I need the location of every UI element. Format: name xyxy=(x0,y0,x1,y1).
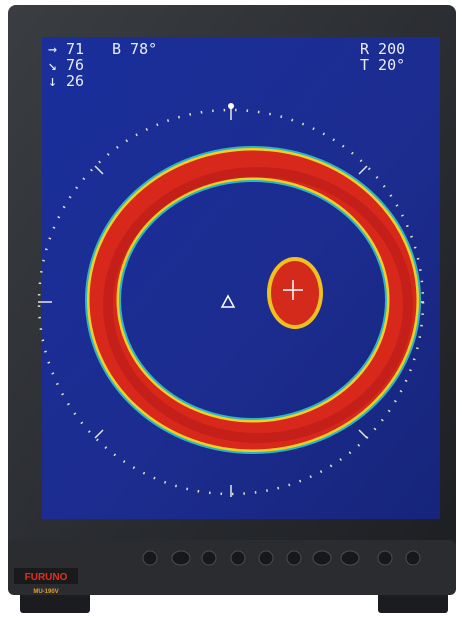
readout-icon: ↘ xyxy=(48,56,57,74)
range: R 200 xyxy=(360,40,405,58)
model: MU-190V xyxy=(33,589,58,595)
heading-marker xyxy=(228,103,234,109)
readout-value: 26 xyxy=(66,72,84,90)
own-ship xyxy=(220,294,236,308)
echo-ring-core xyxy=(103,167,413,443)
readout-value: 71 xyxy=(66,40,84,58)
readout-value: 76 xyxy=(66,56,84,74)
brand: FURUNO xyxy=(25,572,68,583)
bearing: B 78° xyxy=(112,40,157,58)
readout-icon: ↓ xyxy=(48,72,57,90)
control-panel xyxy=(8,540,456,595)
fish-school xyxy=(271,261,319,325)
buttons xyxy=(142,550,421,566)
cursor xyxy=(283,280,303,300)
logo-plate xyxy=(14,568,78,584)
readout-icon: → xyxy=(48,40,57,58)
tilt: T 20° xyxy=(360,56,405,74)
compass-ticks xyxy=(38,108,424,497)
